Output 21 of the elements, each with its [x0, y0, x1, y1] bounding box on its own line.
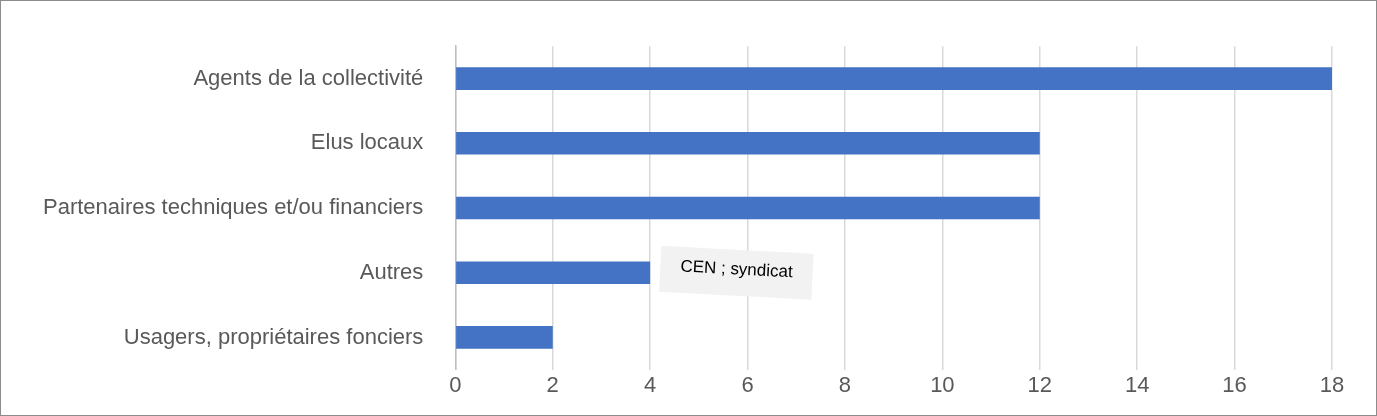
y-tick-label: Partenaires techniques et/ou financiers: [42, 194, 424, 220]
bar: [456, 326, 553, 349]
bar: [456, 67, 1332, 90]
x-tick-label: 0: [449, 372, 462, 398]
x-tick-label: 6: [741, 372, 754, 398]
y-tick-label: Agents de la collectivité: [193, 64, 424, 90]
y-tick-label: Usagers, propriétaires fonciers: [123, 323, 424, 349]
x-tick-label: 2: [546, 372, 559, 398]
x-tick-label: 10: [930, 372, 955, 398]
x-tick-label: 4: [644, 372, 657, 398]
x-tick-label: 14: [1124, 372, 1150, 398]
bar: [456, 261, 651, 285]
x-tick-label: 8: [838, 372, 852, 398]
x-tick-label: 18: [1319, 372, 1345, 398]
x-tick-label: 12: [1027, 372, 1053, 398]
y-tick-label: Autres: [359, 258, 424, 284]
x-tick-label: 16: [1222, 372, 1247, 398]
y-tick-label: Elus locaux: [310, 129, 424, 155]
bar: [456, 131, 1040, 155]
annotation: CEN ; syndicat: [679, 256, 794, 282]
bar: [456, 196, 1040, 220]
